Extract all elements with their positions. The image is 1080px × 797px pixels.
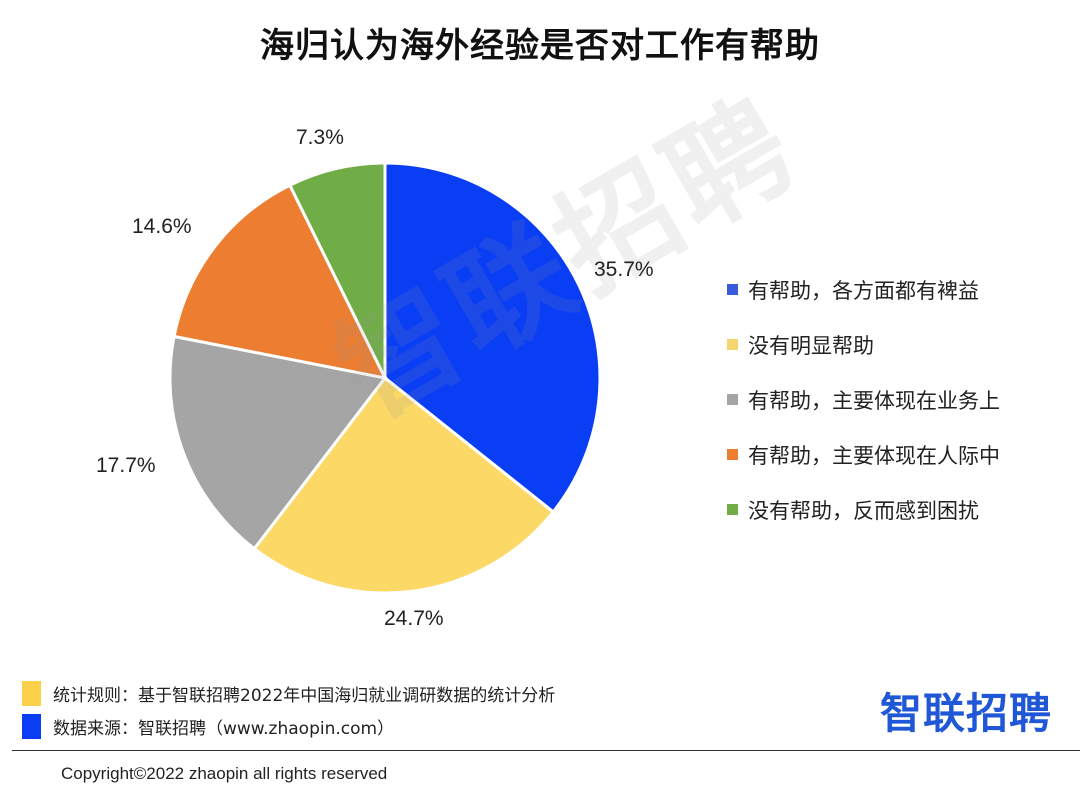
- pie-slice: [172, 183, 388, 381]
- slice-label-no-help-troubled: 7.3%: [296, 126, 344, 149]
- slice-label-no-obvious-help: 24.7%: [384, 607, 444, 630]
- footer-notes: 统计规则：基于智联招聘2022年中国海归就业调研数据的统计分析 数据来源：智联招…: [22, 677, 555, 743]
- pie-slice: [252, 375, 556, 595]
- legend-swatch: [727, 284, 738, 295]
- divider: [12, 750, 1080, 751]
- legend-label: 有帮助，各方面都有裨益: [748, 278, 979, 303]
- legend-label: 没有帮助，反而感到困扰: [748, 498, 979, 523]
- legend-label: 有帮助，主要体现在人际中: [748, 443, 1000, 468]
- stat-rule-note: 统计规则：基于智联招聘2022年中国海归就业调研数据的统计分析: [22, 677, 555, 710]
- pie-slice: [383, 161, 602, 515]
- legend-swatch: [727, 449, 738, 460]
- legend-label: 没有明显帮助: [748, 333, 874, 358]
- legend-item: 有帮助，主要体现在业务上: [727, 372, 1000, 427]
- blue-swatch: [22, 714, 41, 739]
- legend-swatch: [727, 504, 738, 515]
- slice-label-helpful-business: 17.7%: [96, 454, 156, 477]
- copyright-text: Copyright©2022 zhaopin all rights reserv…: [61, 764, 388, 783]
- yellow-swatch: [22, 681, 41, 706]
- pie-slice: [287, 161, 387, 379]
- pie-slice: [168, 334, 388, 551]
- brand-logo: 智联招聘: [880, 689, 1053, 738]
- legend-label: 有帮助，主要体现在业务上: [748, 388, 1000, 413]
- legend-item: 没有帮助，反而感到困扰: [727, 482, 1000, 537]
- data-source-note: 数据来源：智联招聘（www.zhaopin.com）: [22, 710, 555, 743]
- legend-swatch: [727, 339, 738, 350]
- legend-swatch: [727, 394, 738, 405]
- legend-item: 没有明显帮助: [727, 317, 1000, 372]
- legend-item: 有帮助，主要体现在人际中: [727, 427, 1000, 482]
- slice-label-helpful-interpersonal: 14.6%: [132, 215, 192, 238]
- chart-title: 海归认为海外经验是否对工作有帮助: [260, 26, 820, 66]
- legend-item: 有帮助，各方面都有裨益: [727, 262, 1000, 317]
- stat-rule-text: 统计规则：基于智联招聘2022年中国海归就业调研数据的统计分析: [53, 686, 556, 706]
- legend: 有帮助，各方面都有裨益 没有明显帮助 有帮助，主要体现在业务上 有帮助，主要体现…: [727, 262, 1000, 537]
- slice-label-helpful-all: 35.7%: [594, 258, 654, 281]
- data-source-text: 数据来源：智联招聘（www.zhaopin.com）: [53, 719, 395, 739]
